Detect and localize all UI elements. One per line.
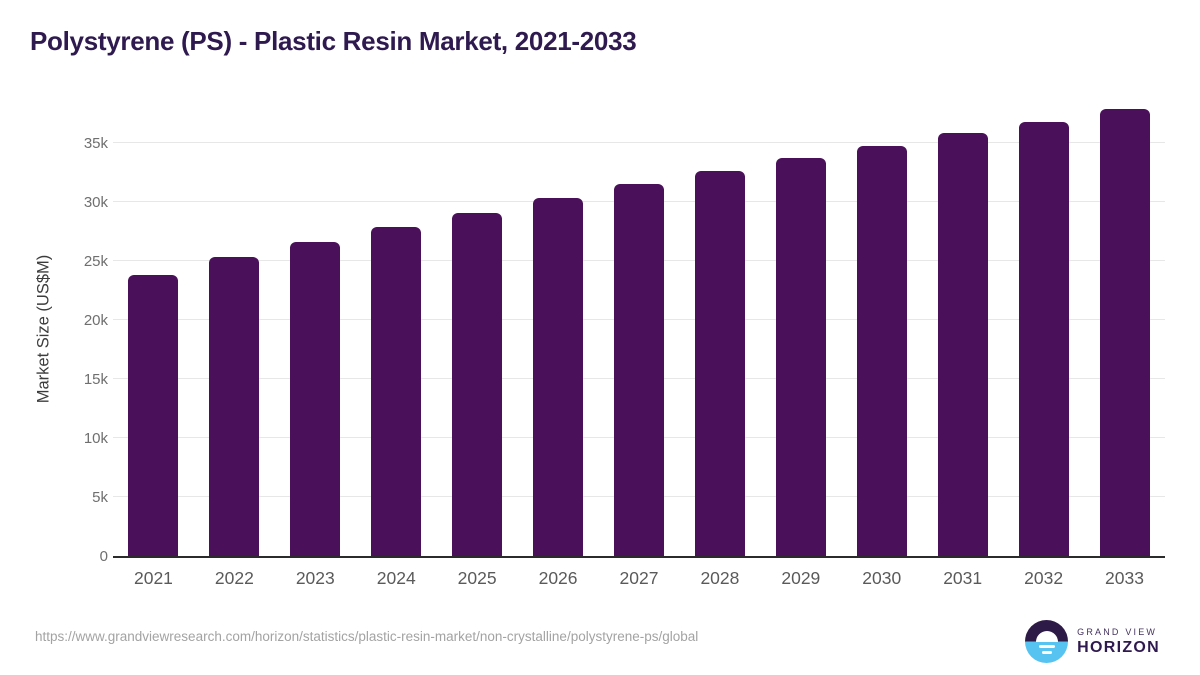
- x-tick-label-2024: 2024: [376, 568, 416, 588]
- bar-2022: [209, 257, 260, 556]
- x-tick-label-2022: 2022: [214, 568, 254, 588]
- grand-view-horizon-logo: GRAND VIEW HORIZON: [1025, 620, 1160, 663]
- y-tick-label-15k: 15k: [83, 370, 108, 388]
- x-tick-label-2028: 2028: [700, 568, 740, 588]
- x-tick-label-2031: 2031: [943, 568, 983, 588]
- bar-2027: [613, 184, 664, 556]
- y-tick-label-10k: 10k: [83, 429, 108, 447]
- bar-cell-2024: [356, 100, 437, 556]
- x-tick-label-2032: 2032: [1024, 568, 1064, 588]
- sun-reflection-line-1: [1038, 644, 1055, 648]
- logo-text-grand-view: GRAND VIEW: [1077, 626, 1158, 637]
- x-tick-label-2029: 2029: [781, 568, 821, 588]
- gridline-35k: [113, 141, 1165, 143]
- bar-cell-2026: [518, 100, 599, 556]
- y-tick-label-25k: 25k: [83, 252, 108, 270]
- x-tick-label-2026: 2026: [538, 568, 578, 588]
- chart-title: Polystyrene (PS) - Plastic Resin Market,…: [30, 26, 637, 56]
- bar-cell-2033: [1084, 100, 1165, 556]
- bar-2026: [533, 198, 584, 556]
- bar-cell-2027: [599, 100, 680, 556]
- bar-cell-2032: [1003, 100, 1084, 556]
- sun-reflection-line-2: [1041, 650, 1052, 654]
- x-tick-label-2021: 2021: [133, 568, 173, 588]
- bar-cell-2022: [194, 100, 275, 556]
- bar-2028: [694, 171, 745, 556]
- x-tick-label-2025: 2025: [457, 568, 497, 588]
- bar-2029: [775, 158, 826, 556]
- bar-2032: [1018, 121, 1069, 556]
- y-tick-label-20k: 20k: [83, 311, 108, 329]
- bar-2024: [371, 226, 422, 556]
- x-axis-tick-labels: 2021 2022 2023 2024 2025 2026 2027 2028 2029 2030…: [113, 568, 1165, 589]
- bar-cell-2025: [437, 100, 518, 556]
- logo-text: GRAND VIEW HORIZON: [1077, 627, 1160, 657]
- bar-cell-2031: [922, 100, 1003, 556]
- bar-cell-2029: [760, 100, 841, 556]
- logo-text-horizon: HORIZON: [1077, 638, 1160, 656]
- x-tick-label-2030: 2030: [862, 568, 902, 588]
- horizon-sun-icon: [1025, 620, 1069, 663]
- x-tick-label-2023: 2023: [295, 568, 335, 588]
- x-tick-label-2033: 2033: [1105, 568, 1144, 588]
- bar-series: [113, 100, 1165, 556]
- y-axis-tick-labels: 0 5k 10k 15k 20k 25k 30k 35k: [0, 100, 108, 565]
- x-tick-label-2027: 2027: [619, 568, 659, 588]
- y-tick-label-0: 0: [99, 548, 108, 565]
- sun-dome-shape: [1035, 630, 1058, 642]
- bar-cell-2030: [841, 100, 922, 556]
- bar-2033: [1099, 108, 1150, 556]
- bar-2021: [128, 275, 179, 556]
- plot-area: [113, 100, 1165, 558]
- bar-2023: [290, 242, 341, 556]
- bar-cell-2021: [113, 100, 194, 556]
- bar-2031: [937, 133, 988, 556]
- source-url: https://www.grandviewresearch.com/horizo…: [35, 629, 699, 644]
- y-tick-label-30k: 30k: [83, 193, 108, 211]
- bar-2025: [452, 212, 503, 556]
- y-tick-label-35k: 35k: [83, 134, 108, 152]
- bar-cell-2028: [679, 100, 760, 556]
- bar-2030: [856, 146, 907, 556]
- y-tick-label-5k: 5k: [92, 488, 108, 506]
- bar-cell-2023: [275, 100, 356, 556]
